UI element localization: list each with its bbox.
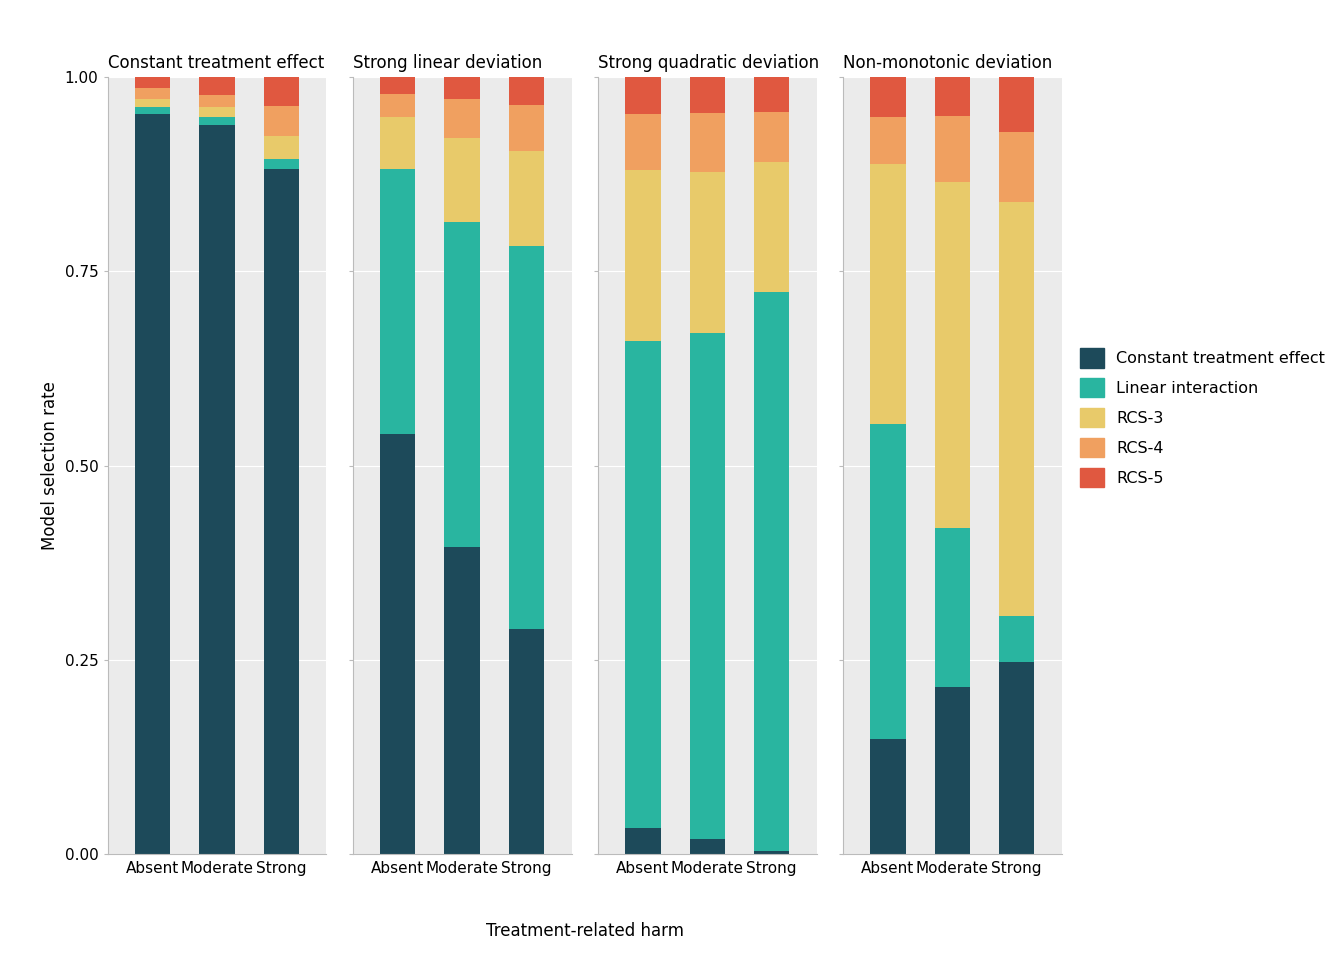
Text: Treatment-related harm: Treatment-related harm — [485, 922, 684, 940]
Bar — [380, 94, 415, 117]
Bar — [134, 87, 171, 99]
Bar — [934, 77, 970, 115]
Bar — [199, 77, 235, 95]
Bar — [445, 77, 480, 99]
Bar — [445, 138, 480, 222]
Bar — [999, 661, 1035, 854]
Bar — [934, 181, 970, 528]
Bar — [871, 424, 906, 739]
Bar — [871, 117, 906, 164]
Bar — [934, 528, 970, 687]
Bar — [134, 77, 171, 87]
Legend: Constant treatment effect, Linear interaction, RCS-3, RCS-4, RCS-5: Constant treatment effect, Linear intera… — [1071, 340, 1333, 495]
Bar — [625, 77, 660, 114]
Bar — [263, 136, 298, 159]
Bar — [689, 112, 724, 172]
Bar — [509, 247, 544, 629]
Bar — [754, 161, 789, 292]
Bar — [871, 164, 906, 424]
Bar — [445, 222, 480, 547]
Bar — [263, 107, 298, 136]
Bar — [199, 108, 235, 117]
Bar — [934, 115, 970, 181]
Bar — [263, 159, 298, 169]
Bar — [380, 169, 415, 435]
Text: Strong quadratic deviation: Strong quadratic deviation — [598, 55, 818, 72]
Bar — [871, 739, 906, 854]
Text: Non-monotonic deviation: Non-monotonic deviation — [843, 55, 1052, 72]
Bar — [689, 333, 724, 839]
Text: Strong linear deviation: Strong linear deviation — [352, 55, 542, 72]
Bar — [754, 851, 789, 854]
Bar — [999, 132, 1035, 202]
Bar — [625, 170, 660, 341]
Bar — [625, 341, 660, 828]
Bar — [263, 169, 298, 854]
Bar — [934, 687, 970, 854]
Bar — [134, 114, 171, 854]
Bar — [199, 117, 235, 125]
Bar — [380, 435, 415, 854]
Bar — [625, 114, 660, 170]
Bar — [689, 77, 724, 112]
Bar — [754, 111, 789, 161]
Text: Constant treatment effect: Constant treatment effect — [108, 55, 324, 72]
Bar — [871, 77, 906, 117]
Bar — [134, 108, 171, 114]
Bar — [689, 172, 724, 333]
Bar — [199, 95, 235, 108]
Bar — [199, 125, 235, 854]
Bar — [754, 292, 789, 851]
Bar — [509, 629, 544, 854]
Bar — [754, 77, 789, 111]
Bar — [380, 117, 415, 169]
Bar — [625, 828, 660, 854]
Y-axis label: Model selection rate: Model selection rate — [42, 381, 59, 550]
Bar — [999, 616, 1035, 661]
Bar — [445, 99, 480, 138]
Bar — [380, 77, 415, 94]
Bar — [509, 77, 544, 105]
Bar — [263, 77, 298, 107]
Bar — [445, 547, 480, 854]
Bar — [999, 202, 1035, 616]
Bar — [999, 77, 1035, 132]
Bar — [689, 839, 724, 854]
Bar — [509, 105, 544, 152]
Bar — [134, 99, 171, 108]
Bar — [509, 152, 544, 247]
